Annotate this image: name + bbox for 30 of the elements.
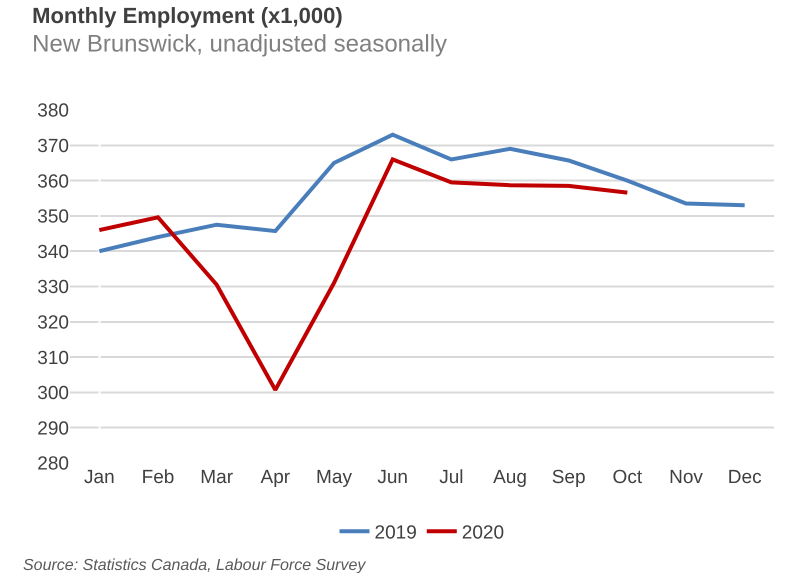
y-tick-label: 370 bbox=[37, 136, 69, 157]
x-tick-label: Jan bbox=[84, 467, 115, 488]
x-tick-label: Sep bbox=[552, 467, 586, 488]
x-tick-label: Oct bbox=[612, 467, 643, 488]
x-tick-label: Nov bbox=[669, 467, 704, 488]
x-tick-label: May bbox=[316, 467, 352, 488]
x-tick-label: Mar bbox=[200, 467, 234, 488]
x-tick-label: Dec bbox=[728, 467, 762, 488]
source-note: Source: Statistics Canada, Labour Force Survey bbox=[23, 557, 366, 573]
chart-title: Monthly Employment (x1,000) bbox=[32, 2, 343, 28]
x-tick-label: Jun bbox=[377, 467, 408, 488]
x-tick-label: Jul bbox=[439, 467, 464, 488]
y-tick-label: 360 bbox=[37, 171, 69, 192]
line-series bbox=[97, 157, 630, 392]
x-tick-label: Aug bbox=[493, 467, 527, 488]
y-tick-label: 310 bbox=[37, 348, 69, 369]
chart-subtitle: New Brunswick, unadjusted seasonally bbox=[32, 30, 448, 58]
y-tick-label: 380 bbox=[37, 100, 69, 122]
y-tick-label: 290 bbox=[37, 418, 69, 440]
y-tick-label: 300 bbox=[37, 383, 69, 404]
legend-label: 2020 bbox=[462, 522, 504, 544]
line-series bbox=[97, 132, 747, 254]
y-tick-label: 350 bbox=[37, 206, 69, 228]
y-tick-label: 320 bbox=[37, 312, 69, 334]
y-tick-label: 340 bbox=[37, 242, 69, 263]
y-tick-label: 330 bbox=[37, 277, 69, 298]
x-tick-label: Apr bbox=[260, 467, 291, 488]
y-tick-label: 280 bbox=[37, 454, 69, 475]
legend-label: 2019 bbox=[374, 522, 417, 544]
x-tick-label: Feb bbox=[142, 467, 174, 488]
